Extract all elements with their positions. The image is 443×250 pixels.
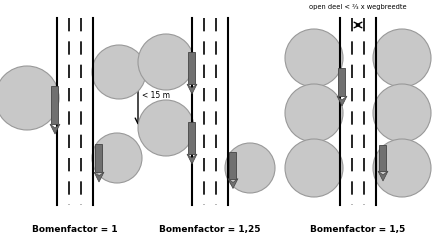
Circle shape (285, 84, 343, 142)
Text: Bomenfactor = 1,5: Bomenfactor = 1,5 (311, 225, 406, 234)
Circle shape (225, 143, 275, 193)
Circle shape (285, 139, 343, 197)
Circle shape (138, 34, 194, 90)
Polygon shape (94, 172, 104, 182)
Circle shape (373, 84, 431, 142)
Text: Bomenfactor = 1: Bomenfactor = 1 (32, 225, 118, 234)
Circle shape (373, 29, 431, 87)
Polygon shape (378, 171, 388, 181)
Circle shape (285, 29, 343, 87)
Text: < 15 m: < 15 m (142, 90, 170, 100)
Circle shape (138, 100, 194, 156)
Circle shape (92, 133, 142, 183)
Polygon shape (50, 124, 60, 134)
Polygon shape (187, 154, 197, 164)
Bar (338, 68, 346, 96)
Bar (51, 86, 58, 124)
Bar (189, 122, 195, 154)
Text: Bomenfactor = 1,25: Bomenfactor = 1,25 (159, 225, 261, 234)
Bar (380, 145, 386, 171)
Bar (229, 152, 237, 178)
Bar (96, 144, 102, 172)
Polygon shape (187, 84, 197, 94)
Polygon shape (228, 178, 238, 188)
Circle shape (0, 66, 59, 130)
Circle shape (92, 45, 146, 99)
Bar (189, 52, 195, 84)
Text: open deel < ⅔ x wegbreedte: open deel < ⅔ x wegbreedte (309, 4, 407, 10)
Circle shape (373, 139, 431, 197)
Polygon shape (337, 96, 347, 106)
